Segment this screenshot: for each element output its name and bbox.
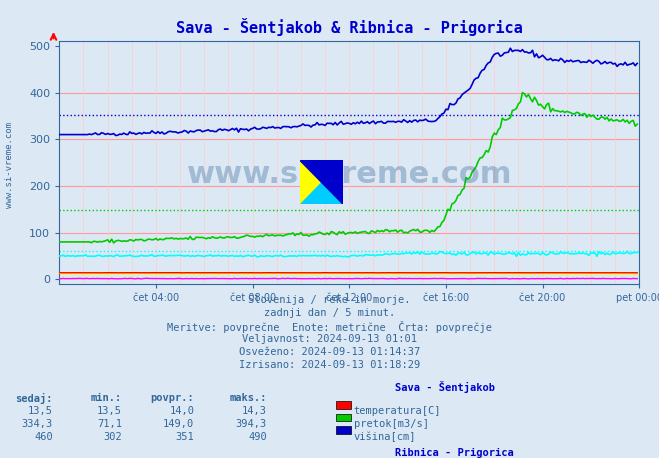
Text: 14,3: 14,3 — [242, 406, 267, 416]
Text: 394,3: 394,3 — [236, 419, 267, 429]
Text: zadnji dan / 5 minut.: zadnji dan / 5 minut. — [264, 308, 395, 318]
Text: Meritve: povprečne  Enote: metrične  Črta: povprečje: Meritve: povprečne Enote: metrične Črta:… — [167, 321, 492, 333]
Text: 13,5: 13,5 — [97, 406, 122, 416]
Bar — [336, 401, 351, 409]
Polygon shape — [300, 160, 343, 204]
Text: Sava - Šentjakob: Sava - Šentjakob — [395, 381, 496, 393]
Text: višina[cm]: višina[cm] — [354, 432, 416, 442]
Text: 460: 460 — [34, 432, 53, 442]
Text: 490: 490 — [248, 432, 267, 442]
Text: Izrisano: 2024-09-13 01:18:29: Izrisano: 2024-09-13 01:18:29 — [239, 360, 420, 370]
Text: Veljavnost: 2024-09-13 01:01: Veljavnost: 2024-09-13 01:01 — [242, 334, 417, 344]
Text: povpr.:: povpr.: — [151, 393, 194, 403]
Title: Sava - Šentjakob & Ribnica - Prigorica: Sava - Šentjakob & Ribnica - Prigorica — [176, 18, 523, 36]
Text: min.:: min.: — [91, 393, 122, 403]
Text: pretok[m3/s]: pretok[m3/s] — [354, 419, 429, 429]
Text: sedaj:: sedaj: — [15, 393, 53, 404]
Text: www.si-vreme.com: www.si-vreme.com — [186, 160, 512, 189]
Polygon shape — [300, 160, 343, 204]
Text: Slovenija / reke in morje.: Slovenija / reke in morje. — [248, 295, 411, 305]
Text: 302: 302 — [103, 432, 122, 442]
Polygon shape — [300, 160, 343, 204]
Bar — [336, 414, 351, 421]
Bar — [336, 426, 351, 434]
Text: www.si-vreme.com: www.si-vreme.com — [5, 122, 14, 208]
Text: Osveženo: 2024-09-13 01:14:37: Osveženo: 2024-09-13 01:14:37 — [239, 347, 420, 357]
Text: Ribnica - Prigorica: Ribnica - Prigorica — [395, 448, 514, 458]
Text: 14,0: 14,0 — [169, 406, 194, 416]
Text: maks.:: maks.: — [229, 393, 267, 403]
Text: 351: 351 — [176, 432, 194, 442]
Text: 149,0: 149,0 — [163, 419, 194, 429]
Text: 13,5: 13,5 — [28, 406, 53, 416]
Text: 71,1: 71,1 — [97, 419, 122, 429]
Text: temperatura[C]: temperatura[C] — [354, 406, 442, 416]
Text: 334,3: 334,3 — [22, 419, 53, 429]
